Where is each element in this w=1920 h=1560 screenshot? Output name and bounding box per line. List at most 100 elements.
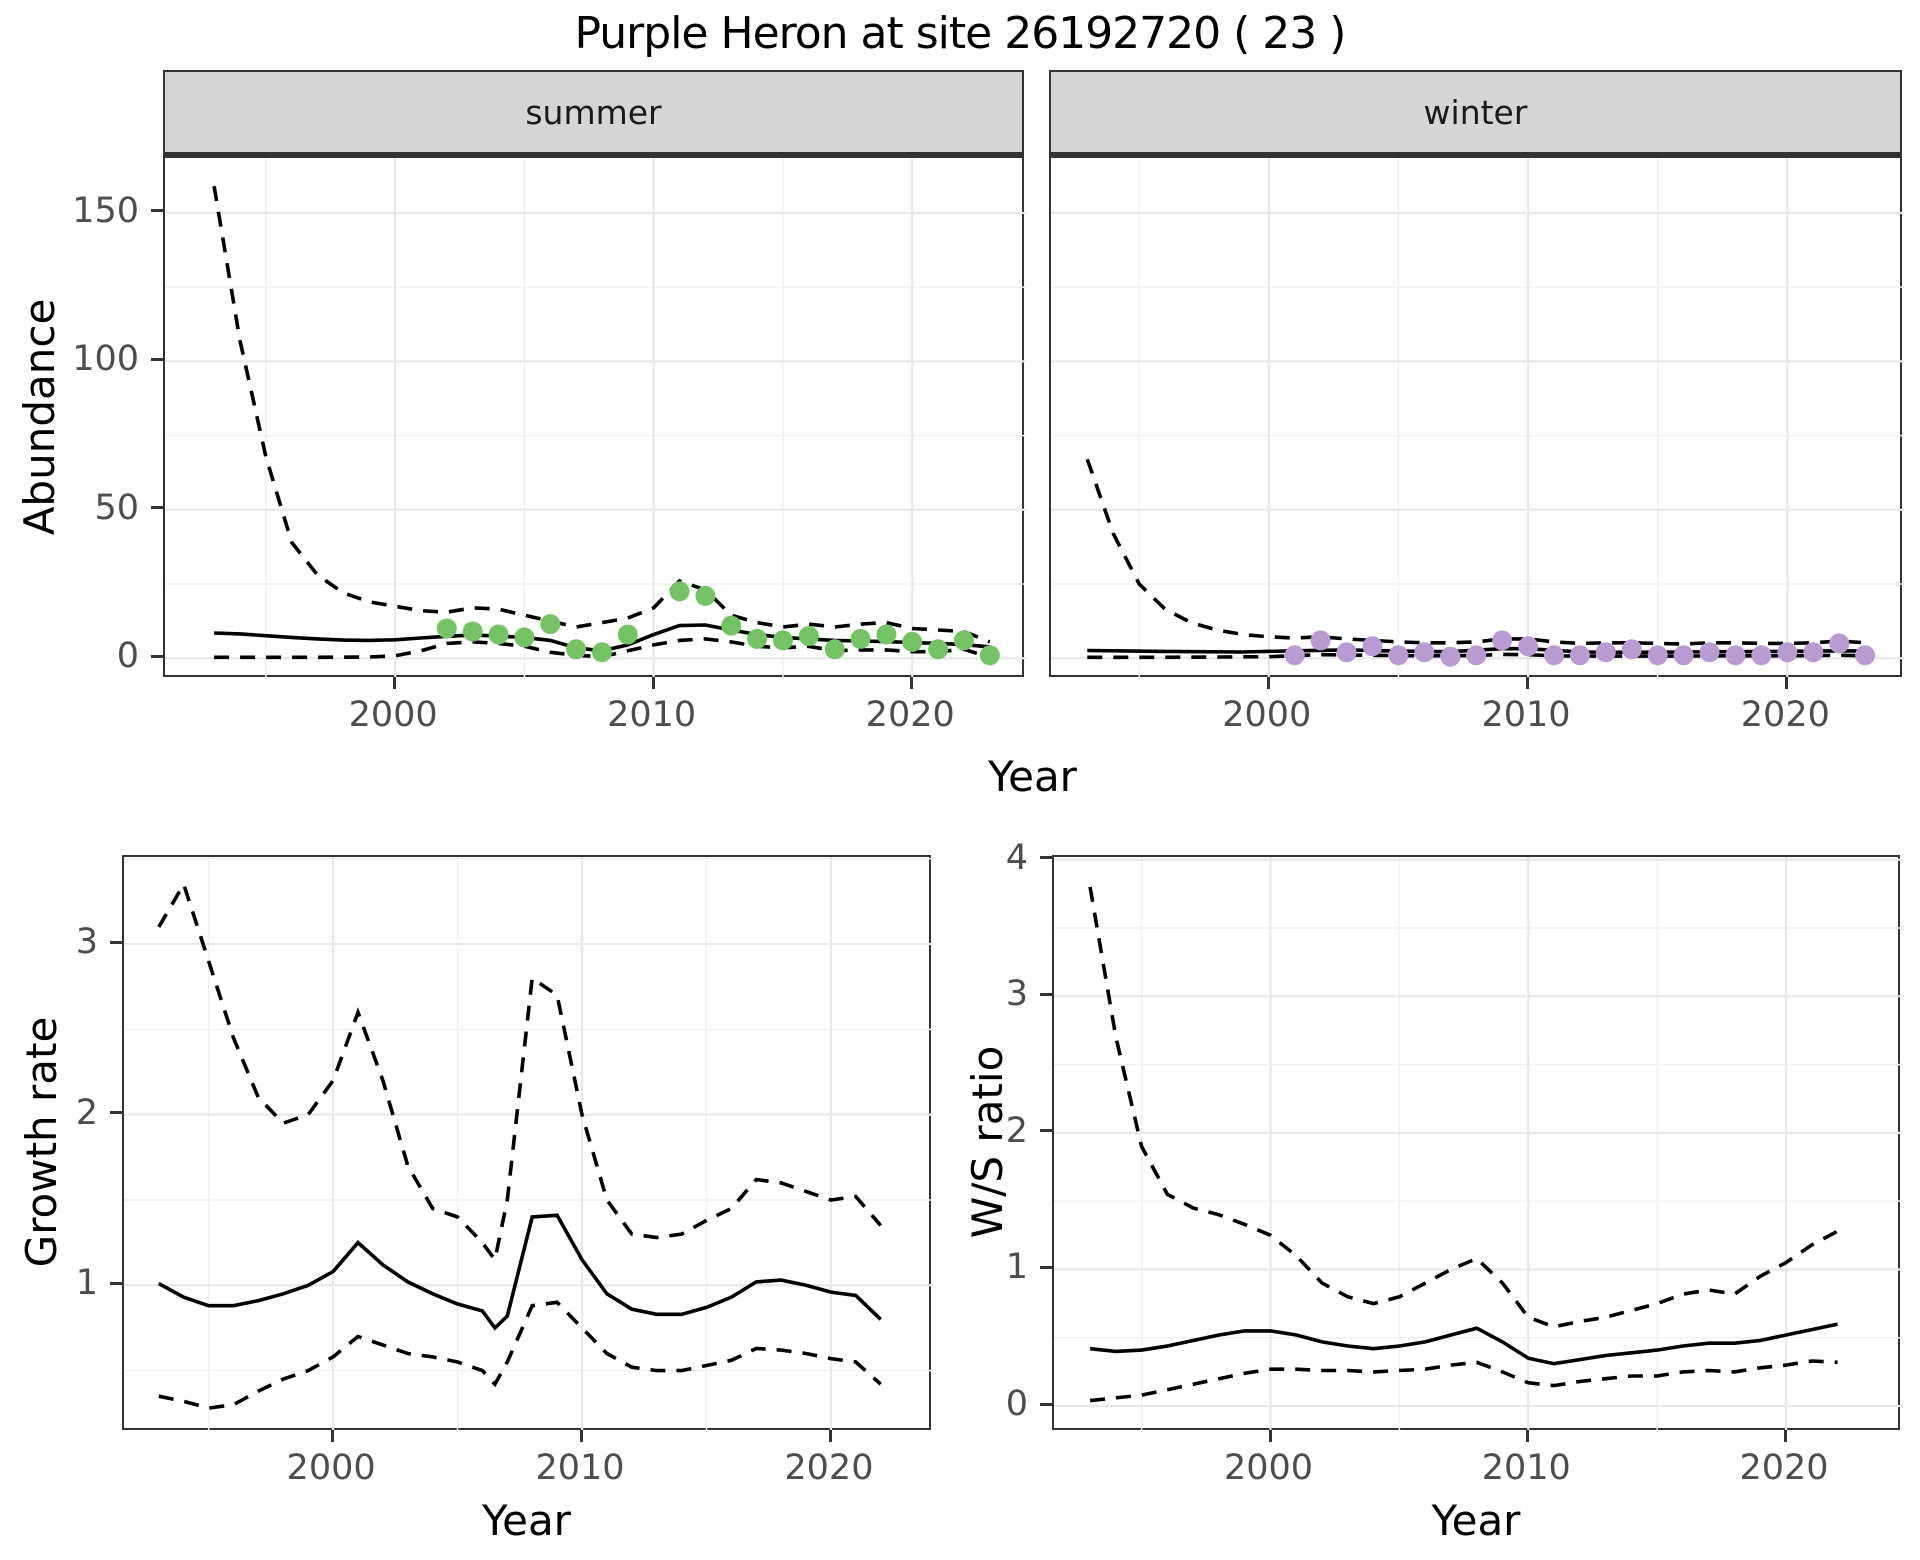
x-tick-mark — [393, 677, 397, 689]
y-tick-mark — [1040, 1129, 1052, 1133]
observed-point — [1310, 630, 1331, 651]
x-tick-label: 2000 — [1223, 1448, 1314, 1488]
y-tick-mark — [110, 1281, 122, 1285]
x-tick-label: 2020 — [784, 1448, 874, 1488]
x-tick-label: 2020 — [1740, 695, 1830, 735]
observed-point — [1518, 636, 1539, 657]
observed-point — [695, 585, 716, 606]
observed-point — [1388, 645, 1409, 666]
observed-point — [617, 624, 638, 645]
facet-strip-winter-label: winter — [1423, 92, 1528, 132]
y-tick-mark — [1040, 1265, 1052, 1269]
x-tick-mark — [1268, 1430, 1272, 1442]
x-tick-mark — [651, 677, 655, 689]
x-tick-label: 2010 — [607, 695, 697, 735]
observed-point — [1751, 645, 1772, 666]
observed-point — [540, 614, 561, 635]
mean-line — [1089, 1322, 1838, 1366]
y-tick-mark — [1040, 856, 1052, 860]
y-tick-label: 50 — [94, 487, 139, 528]
facet-strip-summer: summer — [163, 70, 1024, 156]
observed-point — [1440, 646, 1461, 667]
x-tick-mark — [331, 1430, 335, 1442]
observed-point — [1725, 645, 1746, 666]
winter-abundance-panel: 2000 2010 2020 — [1049, 156, 1904, 735]
y-tick-label: 4 — [1005, 837, 1028, 878]
observed-point — [876, 624, 897, 645]
facet-strip-winter: winter — [1049, 70, 1902, 156]
upper_ci-line — [1085, 458, 1866, 646]
abundance-plot — [165, 158, 1026, 679]
observed-point — [1336, 642, 1357, 663]
x-tick-mark — [828, 1430, 832, 1442]
x-tick-label: 2010 — [1481, 695, 1571, 735]
x-tick-mark — [1526, 677, 1530, 689]
growth-rate-panel: 2000 2010 2020 1 2 3 — [76, 855, 933, 1488]
observed-point — [979, 645, 1000, 666]
lower_ci-line — [158, 1300, 882, 1410]
x-tick-mark — [1266, 677, 1270, 689]
observed-point — [721, 615, 742, 636]
observed-point — [798, 626, 819, 646]
observed-point — [1829, 633, 1850, 654]
observed-point — [1803, 642, 1824, 663]
observed-point — [953, 630, 974, 651]
growth-rate-y-axis-label: Growth rate — [17, 1016, 66, 1268]
x-tick-label: 2000 — [1222, 695, 1312, 735]
mean-line — [157, 1213, 882, 1331]
observed-point — [592, 642, 612, 663]
y-tick-label: 150 — [72, 190, 139, 231]
observed-point — [462, 621, 483, 642]
y-tick-label: 3 — [1005, 974, 1028, 1015]
x-tick-mark — [910, 677, 914, 689]
x-tick-label: 2000 — [286, 1448, 376, 1488]
observed-point — [1569, 645, 1590, 666]
observed-point — [514, 627, 535, 648]
ws-ratio-y-axis-label: W/S ratio — [963, 1045, 1012, 1239]
observed-point — [747, 628, 768, 649]
abundance-y-axis-label: Abundance — [15, 298, 64, 536]
lower_ci-line — [1089, 1359, 1838, 1403]
observed-point — [1621, 639, 1642, 660]
x-tick-mark — [1784, 1430, 1787, 1442]
facet-strip-summer-label: summer — [525, 92, 662, 132]
observed-point — [1362, 636, 1383, 657]
observed-point — [669, 581, 690, 602]
y-tick-mark — [110, 940, 122, 944]
y-tick-label: 1 — [1005, 1247, 1028, 1288]
summer-abundance-panel: 2000 2010 2020 0 50 100 150 — [72, 156, 1026, 735]
x-tick-mark — [1526, 1430, 1530, 1442]
top-x-axis-label: Year — [988, 752, 1077, 801]
observed-point — [1673, 645, 1694, 666]
x-tick-label: 2000 — [348, 695, 438, 735]
observed-point — [1855, 645, 1876, 666]
y-tick-mark — [151, 506, 163, 510]
observed-point — [1777, 642, 1798, 663]
observed-point — [1492, 630, 1513, 651]
page-title: Purple Heron at site 26192720 ( 23 ) — [574, 8, 1347, 59]
y-tick-mark — [1040, 992, 1052, 996]
observed-point — [1284, 645, 1305, 666]
x-tick-label: 2010 — [535, 1448, 625, 1488]
y-tick-label: 2 — [75, 1092, 98, 1133]
upper_ci-line — [157, 879, 883, 1265]
observed-point — [436, 618, 457, 639]
y-tick-mark — [110, 1111, 122, 1115]
observed-point — [1699, 642, 1720, 663]
y-tick-mark — [1040, 1402, 1052, 1406]
y-tick-mark — [151, 654, 163, 658]
growth-x-axis-label: Year — [482, 1496, 571, 1545]
x-tick-label: 2010 — [1481, 1448, 1571, 1488]
observed-point — [1466, 645, 1487, 666]
abundance-plot — [1051, 158, 1904, 679]
x-tick-mark — [1785, 677, 1789, 689]
observed-point — [1544, 645, 1564, 666]
observed-point — [824, 639, 845, 660]
y-tick-mark — [151, 357, 163, 361]
observed-point — [902, 631, 923, 652]
y-tick-label: 100 — [72, 339, 139, 380]
lower_ci-line — [214, 637, 991, 660]
x-tick-label: 2020 — [1739, 1448, 1829, 1488]
y-tick-label: 0 — [1005, 1384, 1028, 1425]
y-tick-label: 3 — [75, 922, 98, 963]
